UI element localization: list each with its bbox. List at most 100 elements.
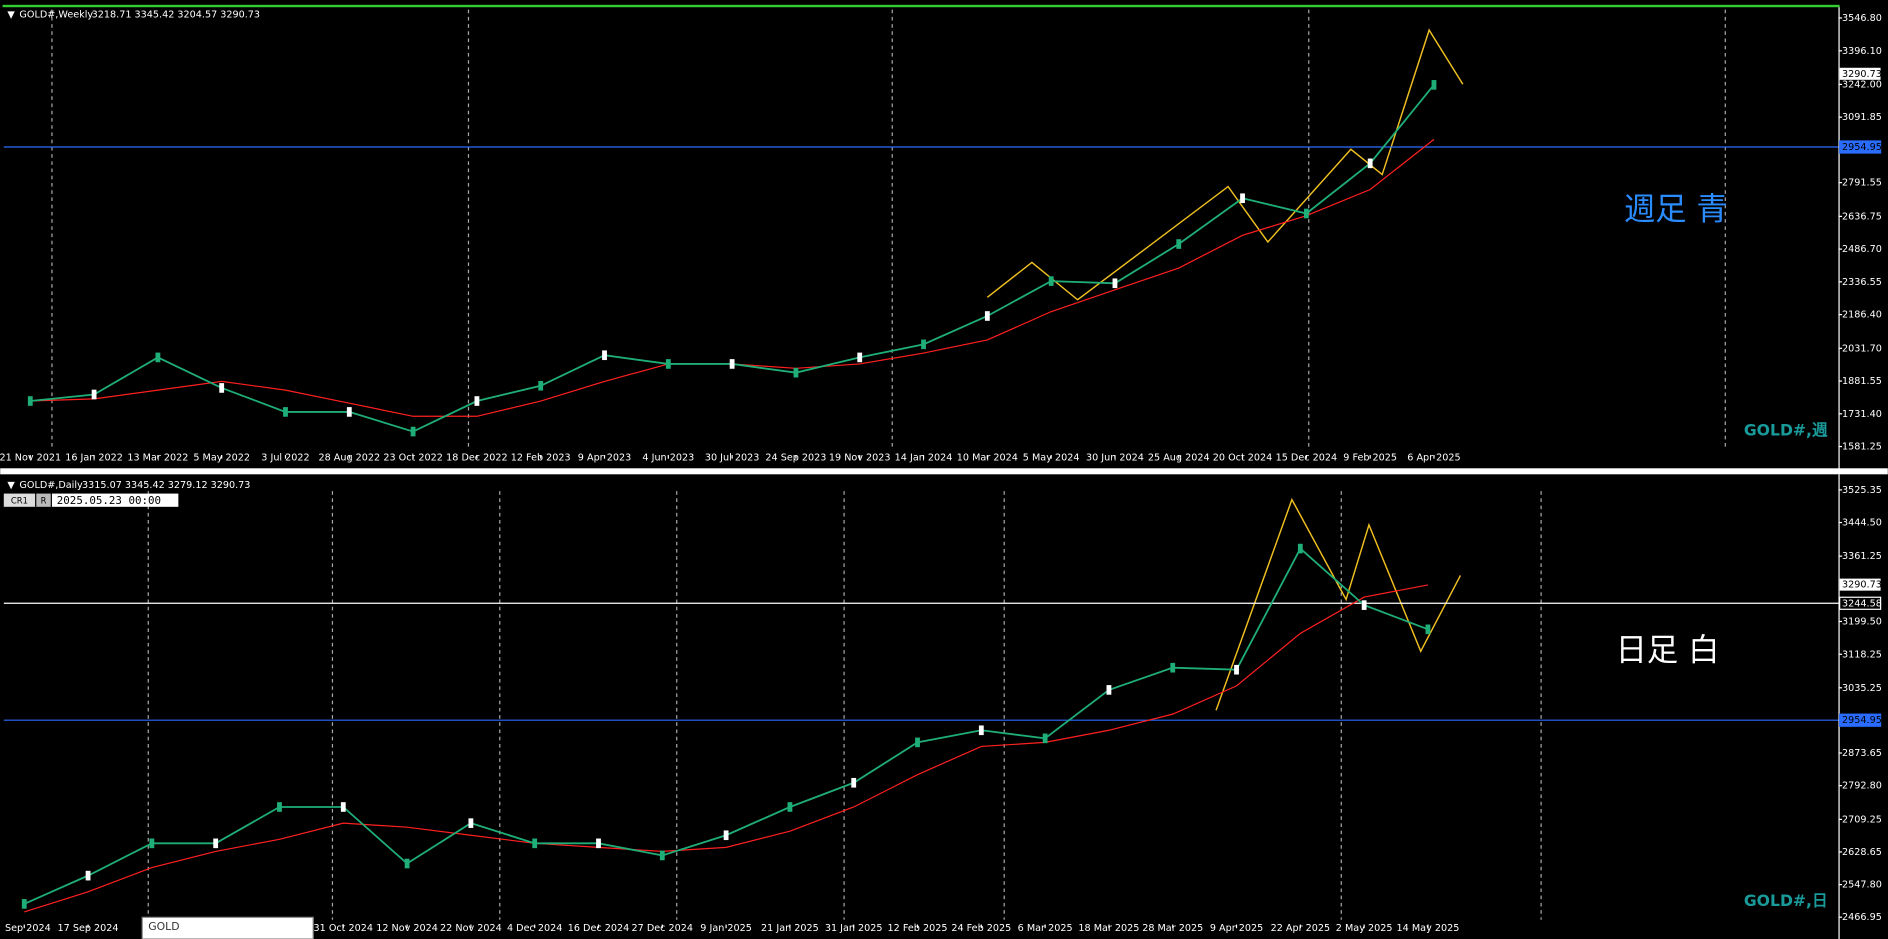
x-tick-label: 5 May 2022 [193, 452, 250, 463]
candle [85, 870, 91, 881]
candle [1303, 208, 1309, 219]
y-tick-label: 2336.55 [1842, 277, 1882, 288]
x-tick-label: 13 Mar 2022 [127, 452, 188, 463]
y-tick-label: 2873.65 [1842, 748, 1882, 759]
symbol-label: GOLD#,日 [1744, 891, 1828, 910]
x-tick-label: 14 Jan 2024 [895, 452, 953, 463]
candle [1048, 276, 1054, 286]
candle [984, 311, 990, 321]
candle [538, 380, 544, 391]
candle [1425, 624, 1431, 635]
x-tick-label: 22 Apr 2025 [1271, 923, 1331, 934]
x-tick-label: 21 Jan 2025 [761, 923, 819, 934]
y-tick-label: 2791.55 [1842, 178, 1882, 189]
candle [1176, 239, 1182, 249]
x-tick-label: 6 Mar 2025 [1018, 923, 1073, 934]
y-tick-label: 2792.80 [1842, 781, 1882, 792]
y-tick-label: 1731.40 [1842, 409, 1882, 420]
y-tick-label: 2186.40 [1842, 310, 1882, 321]
candle [1431, 80, 1437, 90]
y-tick-label: 2628.65 [1842, 847, 1882, 858]
candle [659, 850, 665, 861]
x-tick-label: 18 Dec 2022 [446, 452, 508, 463]
axis-line [1838, 7, 1840, 470]
x-tick-label: 31 Jan 2025 [825, 923, 883, 934]
candle [596, 838, 601, 849]
candle [921, 339, 926, 350]
y-tick-label: 1581.25 [1842, 442, 1882, 453]
x-tick-label: 19 Nov 2023 [829, 452, 891, 463]
header: GOLD#,Daily [19, 480, 83, 491]
y-tick-label: 2547.80 [1842, 880, 1882, 891]
x-tick-label: 24 Feb 2025 [951, 923, 1011, 934]
ohlc: 3315.07 3345.42 3279.12 3290.73 [82, 480, 250, 491]
candle [474, 396, 480, 406]
candle [857, 352, 863, 363]
ohlc: 3218.71 3345.42 3204.57 3290.73 [92, 9, 260, 20]
candle [978, 725, 984, 736]
x-tick-label: 18 Mar 2025 [1078, 923, 1139, 934]
candle [602, 350, 607, 361]
x-tick-label: 28 Aug 2022 [318, 452, 380, 463]
y-tick-label: 1881.55 [1842, 376, 1882, 387]
candle [149, 838, 155, 849]
x-tick-label: 17 Sep 2024 [58, 923, 119, 934]
level-tag [1839, 713, 1882, 727]
y-tick-label: 3361.25 [1842, 551, 1882, 562]
level-label: 2954.95 [1842, 715, 1882, 726]
candle [91, 389, 97, 400]
candle [404, 858, 410, 869]
candle [346, 407, 352, 417]
candle [851, 777, 857, 788]
candle [213, 838, 219, 849]
candle [723, 830, 729, 841]
cursor-tag-text: CR1 [11, 495, 28, 505]
x-tick-label: Sep 2024 [5, 923, 51, 934]
tooltip [141, 916, 314, 939]
price-label: 3290.73 [1842, 69, 1882, 80]
x-tick-label: 9 Apr 2023 [578, 452, 631, 463]
candle [1297, 543, 1303, 554]
header-arrow: ▼ [7, 480, 15, 491]
x-tick-label: 3 Jul 2022 [261, 452, 309, 463]
panel-label: 日足 白 [1616, 632, 1720, 668]
x-tick-label: 16 Dec 2024 [568, 923, 630, 934]
candle [1042, 733, 1048, 744]
axis-line [1838, 474, 1840, 939]
x-tick-label: 9 Jan 2025 [700, 923, 752, 934]
x-tick-label: 14 May 2025 [1397, 923, 1460, 934]
y-tick-label: 3242.00 [1842, 79, 1882, 90]
candle [155, 352, 161, 363]
x-tick-label: 20 Oct 2024 [1213, 452, 1273, 463]
price-tag [1839, 578, 1881, 591]
x-tick-label: 21 Nov 2021 [0, 452, 61, 463]
candle [283, 407, 288, 417]
symbol-label: GOLD#,週 [1744, 420, 1828, 439]
cursor-time-box [51, 493, 179, 507]
candle [1106, 685, 1112, 695]
level-label: 2954.95 [1842, 142, 1882, 153]
header-arrow: ▼ [7, 9, 15, 20]
y-tick-label: 3546.80 [1842, 13, 1882, 24]
candle [1112, 278, 1118, 289]
x-tick-label: 30 Jun 2024 [1086, 452, 1144, 463]
cursor-tag[interactable] [36, 493, 51, 507]
y-tick-label: 2486.70 [1842, 244, 1882, 255]
x-tick-label: 9 Apr 2025 [1210, 923, 1263, 934]
moving-average [24, 584, 1429, 913]
candle [1234, 664, 1239, 675]
cursor-tag[interactable] [3, 493, 36, 507]
period-separators [51, 9, 1726, 920]
header: GOLD#,Weekly [19, 9, 93, 20]
y-tick-label: 3091.85 [1842, 112, 1882, 123]
x-tick-label: 15 Dec 2024 [1276, 452, 1338, 463]
candle [532, 838, 538, 849]
x-tick-label: 5 May 2024 [1023, 452, 1080, 463]
x-tick-label: 23 Oct 2022 [383, 452, 443, 463]
candle [915, 737, 920, 748]
level-label: 3244.58 [1842, 598, 1882, 609]
cursor-time: 2025.05.23 00:00 [57, 494, 161, 507]
x-tick-label: 24 Sep 2023 [765, 452, 826, 463]
candle [1361, 600, 1367, 610]
price-tag [1839, 67, 1881, 80]
